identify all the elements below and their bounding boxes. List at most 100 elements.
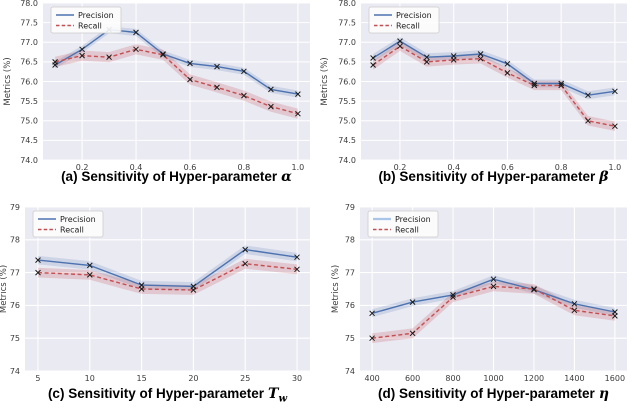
ytick-label: 76.5 [338, 58, 356, 67]
legend-label-precision: Precision [78, 11, 114, 20]
ytick-label: 75.0 [338, 117, 356, 126]
caption-symbol: T [268, 386, 279, 402]
chart-beta-plot: 74.0 74.5 75.0 75.5 76.0 76.5 77.0 77.5 78.0 0.2 0… [317, 0, 634, 176]
plot-canvas: 74.0 74.5 75.0 75.5 76.0 76.5 77.0 77.5 78.0 0.2 0… [3, 0, 310, 172]
y-axis-label: Metrics (%) [0, 265, 9, 313]
xtick-label: 0.2 [394, 163, 407, 172]
recall-line [372, 45, 616, 127]
xtick-label: 25 [240, 374, 250, 383]
xtick-label: 15 [136, 374, 146, 383]
legend-label-precision: Precision [395, 215, 431, 224]
ytick-label: 74 [10, 367, 20, 376]
ytick-label: 77 [10, 268, 20, 277]
caption-text: (c) Sensitivity of Hyper-parameter [47, 386, 265, 401]
ytick-label: 75 [345, 334, 355, 343]
ytick-label: 74.0 [338, 156, 356, 165]
caption-text: (a) Sensitivity of Hyper-parameter [61, 169, 278, 184]
xtick-label: 0.4 [447, 163, 460, 172]
caption-symbol: η [598, 386, 609, 402]
chart-tw-plot: 74 75 76 77 78 79 5 10 15 20 25 30 Metrics (%) Precis… [0, 204, 317, 387]
precision-line [54, 28, 299, 95]
legend-label-recall: Recall [395, 225, 419, 234]
xtick-label: 5 [35, 374, 40, 383]
xtick-label: 800 [445, 374, 460, 383]
ytick-label: 75.0 [20, 117, 38, 126]
xtick-label: 1400 [564, 374, 584, 383]
ytick-label: 79 [345, 204, 355, 212]
xtick-label: 1000 [483, 374, 503, 383]
ytick-label: 78 [345, 236, 355, 245]
ytick-label: 77.0 [20, 38, 38, 47]
y-axis-label: Metrics (%) [3, 57, 13, 105]
recall-line [37, 262, 298, 291]
ytick-label: 74 [345, 367, 355, 376]
xtick-label: 1600 [605, 374, 625, 383]
recall-markers [370, 43, 618, 130]
y-axis-label: Metrics (%) [320, 57, 330, 105]
caption-text: (d) Sensitivity of Hyper-parameter [378, 386, 595, 401]
ytick-label: 76 [345, 301, 355, 310]
ytick-label: 74.0 [20, 156, 38, 165]
xtick-label: 1200 [524, 374, 544, 383]
xtick-label: 0.6 [184, 163, 197, 172]
ytick-label: 77 [345, 268, 355, 277]
legend-label-recall: Recall [60, 225, 84, 234]
chart-cell-beta: 74.0 74.5 75.0 75.5 76.0 76.5 77.0 77.5 78.0 0.2 0… [317, 0, 634, 204]
xtick-label: 0.8 [238, 163, 251, 172]
caption-symbol: α [281, 169, 292, 185]
ytick-label: 78.0 [338, 0, 356, 8]
ytick-label: 75.5 [338, 97, 356, 106]
chart-alpha-caption: (a) Sensitivity of Hyper-parameter α [36, 169, 317, 188]
precision-markers [35, 246, 300, 290]
chart-cell-tw: 74 75 76 77 78 79 5 10 15 20 25 30 Metrics (%) Precis… [0, 204, 317, 408]
ytick-label: 75 [10, 334, 20, 343]
recall-markers [369, 283, 618, 342]
plot-canvas: 74 75 76 77 78 79 400 600 800 1000 1200 1400 1600 Met… [331, 204, 627, 383]
legend-label-precision: Precision [396, 11, 432, 20]
xtick-label: 0.6 [501, 163, 514, 172]
ytick-label: 77.5 [20, 18, 38, 27]
recall-markers [35, 260, 300, 293]
precision-line [37, 248, 298, 288]
ytick-label: 76.0 [20, 77, 38, 86]
ytick-label: 76.0 [338, 77, 356, 86]
xtick-label: 1.0 [291, 163, 304, 172]
chart-alpha-plot: 74.0 74.5 75.0 75.5 76.0 76.5 77.0 77.5 78.0 0.2 0… [0, 0, 317, 176]
ytick-label: 74.5 [20, 136, 38, 145]
xtick-label: 600 [405, 374, 420, 383]
xtick-label: 10 [85, 374, 95, 383]
xtick-label: 0.4 [130, 163, 143, 172]
xtick-label: 0.8 [555, 163, 568, 172]
xtick-label: 400 [364, 374, 379, 383]
y-axis-label: Metrics (%) [331, 265, 341, 313]
chart-eta-caption: (d) Sensitivity of Hyper-parameter η [353, 386, 634, 405]
precision-line [372, 40, 616, 96]
ytick-label: 75.5 [20, 97, 38, 106]
ytick-label: 74.5 [338, 136, 356, 145]
chart-cell-alpha: 74.0 74.5 75.0 75.5 76.0 76.5 77.0 77.5 78.0 0.2 0… [0, 0, 317, 204]
ytick-label: 76.5 [20, 58, 38, 67]
xtick-label: 30 [292, 374, 302, 383]
xtick-label: 20 [188, 374, 198, 383]
legend-label-recall: Recall [396, 21, 420, 30]
recall-line [54, 48, 299, 115]
chart-tw-caption: (c) Sensitivity of Hyper-parameter Tw [18, 386, 317, 405]
ytick-label: 78.0 [20, 0, 38, 8]
legend-label-recall: Recall [78, 21, 102, 30]
xtick-label: 1.0 [609, 163, 622, 172]
legend-label-precision: Precision [60, 215, 96, 224]
precision-band [38, 245, 297, 291]
ytick-label: 77.0 [338, 38, 356, 47]
recall-band [38, 258, 297, 295]
plot-canvas: 74.0 74.5 75.0 75.5 76.0 76.5 77.0 77.5 78.0 0.2 0… [320, 0, 627, 172]
ytick-label: 79 [10, 204, 20, 212]
precision-band [55, 26, 298, 98]
precision-markers [370, 38, 618, 99]
ytick-label: 77.5 [338, 18, 356, 27]
chart-beta-caption: (b) Sensitivity of Hyper-parameter β [353, 169, 634, 188]
chart-cell-eta: 74 75 76 77 78 79 400 600 800 1000 1200 1400 1600 Met… [317, 204, 634, 408]
